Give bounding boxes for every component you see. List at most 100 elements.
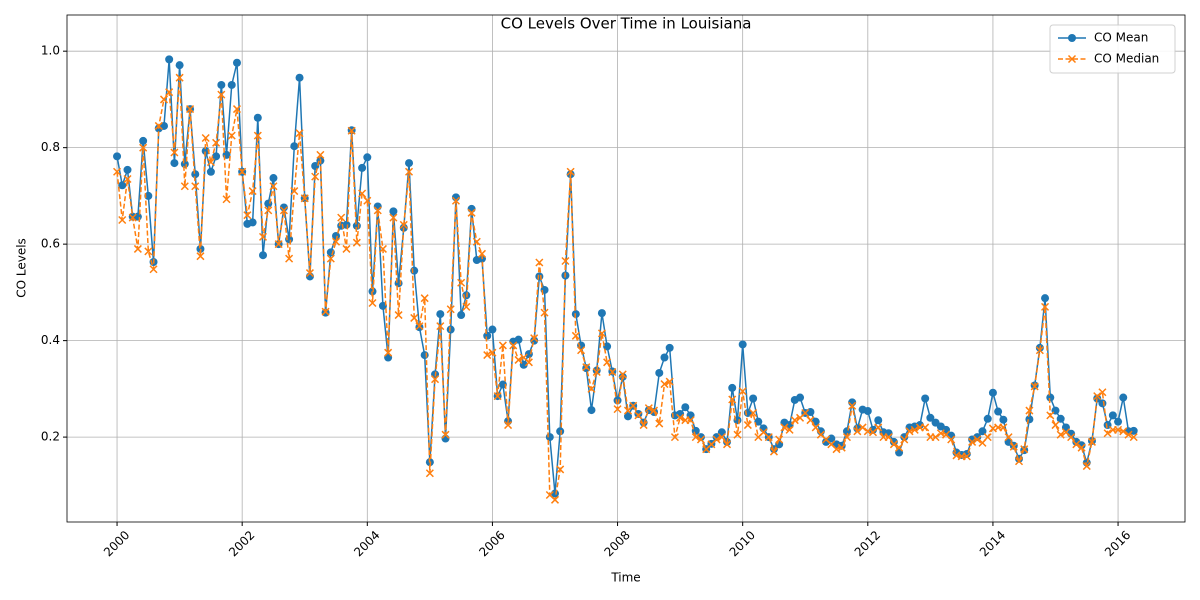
marker — [848, 401, 857, 410]
marker — [446, 305, 455, 314]
marker — [394, 311, 403, 320]
marker — [801, 408, 810, 418]
marker — [1046, 393, 1055, 402]
marker — [128, 213, 137, 222]
marker — [837, 443, 846, 452]
marker — [1108, 411, 1117, 420]
marker — [629, 401, 638, 410]
marker — [655, 419, 664, 428]
marker — [780, 423, 789, 432]
marker — [603, 342, 612, 351]
marker — [717, 433, 726, 442]
marker — [670, 433, 679, 442]
marker — [212, 138, 221, 147]
marker — [1119, 393, 1128, 402]
marker — [118, 215, 127, 225]
marker — [175, 61, 184, 70]
marker — [378, 244, 387, 253]
marker — [644, 404, 653, 413]
marker — [238, 167, 247, 176]
marker — [582, 363, 591, 372]
marker — [811, 423, 820, 432]
marker — [477, 249, 487, 258]
marker — [874, 416, 883, 425]
marker — [300, 194, 309, 203]
marker — [571, 331, 580, 340]
marker — [118, 181, 127, 190]
marker — [248, 218, 257, 227]
marker — [597, 309, 606, 318]
marker — [248, 187, 257, 196]
x-axis-label: Time — [610, 571, 640, 585]
marker — [425, 469, 434, 478]
marker — [196, 252, 205, 261]
marker — [863, 407, 872, 416]
marker — [326, 254, 335, 263]
marker — [331, 237, 341, 246]
marker — [660, 353, 669, 362]
marker — [738, 387, 747, 396]
marker — [728, 395, 737, 404]
marker — [1129, 426, 1138, 435]
marker — [493, 392, 502, 401]
marker — [311, 161, 320, 170]
marker — [290, 187, 299, 196]
marker — [139, 143, 148, 152]
marker — [676, 413, 685, 422]
marker — [921, 423, 930, 432]
marker — [113, 167, 122, 176]
legend-label: CO Median — [1094, 52, 1159, 66]
marker — [410, 266, 419, 275]
marker — [504, 421, 513, 430]
marker — [1035, 346, 1044, 355]
marker — [962, 452, 971, 461]
marker — [535, 272, 544, 281]
marker — [1025, 406, 1034, 415]
marker — [994, 407, 1003, 416]
marker — [269, 182, 278, 191]
marker — [498, 341, 507, 350]
marker — [217, 90, 226, 99]
marker — [749, 408, 758, 418]
marker — [436, 322, 445, 331]
marker — [509, 341, 518, 350]
marker — [457, 311, 466, 320]
marker — [139, 136, 148, 145]
marker — [983, 414, 992, 423]
marker — [983, 433, 992, 442]
marker — [660, 380, 669, 389]
marker — [921, 394, 930, 403]
marker — [232, 58, 241, 67]
marker — [842, 433, 852, 442]
marker — [1014, 457, 1024, 466]
legend-marker — [1068, 34, 1076, 42]
marker — [264, 206, 273, 215]
marker — [608, 367, 617, 377]
marker — [295, 129, 304, 138]
y-tick-label: 1.0 — [41, 44, 60, 58]
marker — [550, 495, 560, 504]
marker — [592, 366, 601, 375]
marker — [321, 307, 330, 316]
marker — [483, 351, 492, 360]
marker — [649, 406, 659, 415]
marker — [749, 394, 758, 403]
marker — [149, 265, 158, 274]
marker — [290, 142, 299, 151]
marker — [634, 411, 643, 420]
marker — [1072, 440, 1081, 449]
marker — [968, 437, 977, 446]
marker — [305, 269, 314, 278]
marker — [514, 355, 523, 364]
marker — [253, 113, 262, 122]
marker — [728, 383, 737, 392]
marker — [561, 256, 570, 266]
marker — [618, 370, 627, 379]
marker — [603, 358, 612, 367]
marker — [462, 302, 471, 311]
marker — [144, 247, 153, 256]
marker — [613, 405, 622, 414]
marker — [947, 435, 956, 444]
